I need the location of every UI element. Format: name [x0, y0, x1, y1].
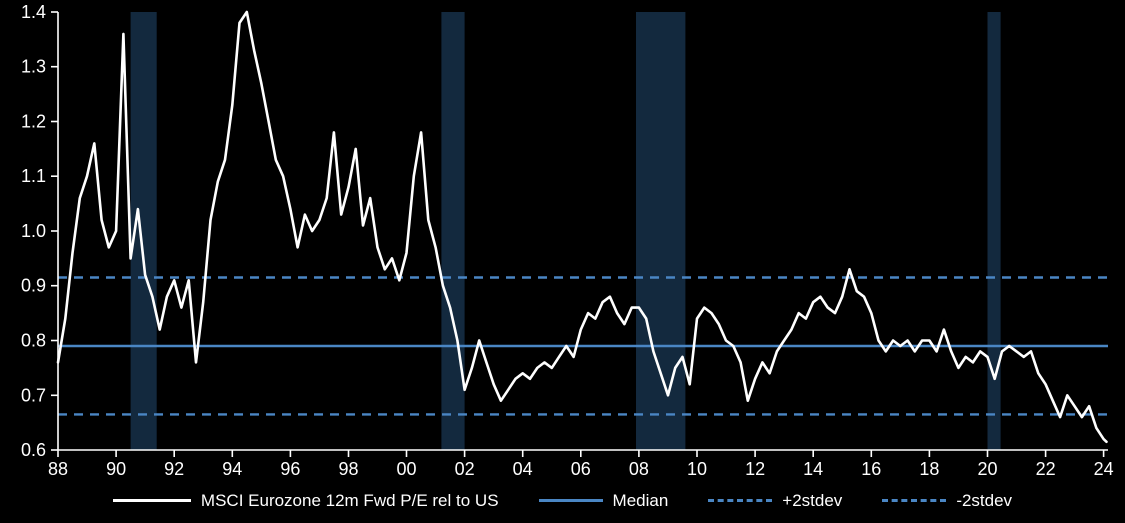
x-tick-label: 10 [687, 459, 707, 478]
legend-label-plus2stdev: +2stdev [782, 490, 843, 510]
x-tick-label: 24 [1094, 459, 1114, 478]
x-tick-label: 20 [977, 459, 997, 478]
line-chart-canvas: 0.6 0.7 0.8 0.9 1.0 1.1 1.2 1.3 1.4 88 90 92 94 96 98 0… [21, 2, 1114, 478]
y-tick-label: 1.0 [21, 221, 46, 241]
x-tick-label: 94 [222, 459, 242, 478]
y-tick-label: 1.4 [21, 2, 46, 22]
legend-item-plus2stdev: +2stdev [708, 491, 842, 511]
legend-label-series: MSCI Eurozone 12m Fwd P/E rel to US [200, 490, 499, 510]
x-tick-label: 22 [1036, 459, 1056, 478]
series-line [56, 10, 1108, 444]
x-tick-label: 00 [396, 459, 416, 478]
y-tick-label: 1.1 [21, 166, 46, 186]
x-tick-label: 18 [919, 459, 939, 478]
x-tick-label: 08 [629, 459, 649, 478]
y-tick-label: 0.8 [21, 331, 46, 351]
y-tick-label: 1.2 [21, 112, 46, 132]
legend-item-median: Median [538, 490, 669, 511]
x-tick-label: 04 [513, 459, 533, 478]
recession-band [441, 12, 465, 450]
y-tick-label: 0.9 [21, 276, 46, 296]
legend-item-minus2stdev: -2stdev [882, 491, 1012, 511]
legend-label-minus2stdev: -2stdev [956, 490, 1013, 510]
x-tick-label: 06 [571, 459, 591, 478]
x-tick-label: 02 [455, 459, 475, 478]
y-tick-label: 0.7 [21, 385, 46, 405]
recession-band [987, 12, 1001, 450]
x-tick-label: 96 [280, 459, 300, 478]
x-tick-label: 88 [48, 459, 68, 478]
x-tick-label: 90 [106, 459, 126, 478]
legend-item-series: MSCI Eurozone 12m Fwd P/E rel to US [112, 490, 499, 511]
x-tick-label: 12 [745, 459, 765, 478]
y-tick-label: 1.3 [21, 57, 46, 77]
y-tick-label: 0.6 [21, 440, 46, 460]
plus2stdev-dash-swatch-icon [708, 499, 773, 502]
minus2stdev-dash-swatch-icon [882, 499, 947, 502]
x-tick-label: 14 [803, 459, 823, 478]
x-tick-label: 16 [861, 459, 881, 478]
median-line-swatch-icon [538, 499, 603, 502]
chart-legend: MSCI Eurozone 12m Fwd P/E rel to US Medi… [0, 478, 1125, 523]
x-tick-label: 92 [164, 459, 184, 478]
x-tick-label: 98 [338, 459, 358, 478]
recession-band [636, 12, 686, 450]
series-line-swatch-icon [112, 499, 191, 502]
legend-label-median: Median [612, 490, 669, 510]
